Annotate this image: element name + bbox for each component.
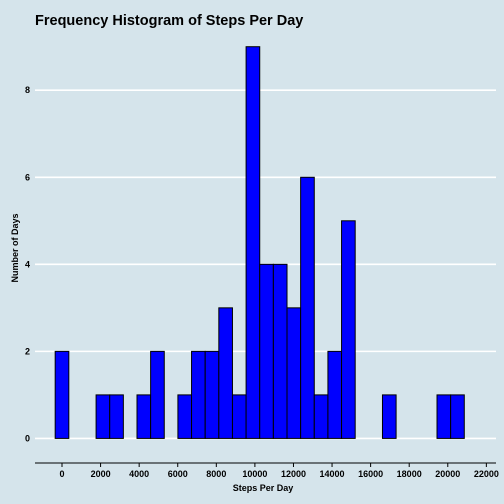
histogram-bar-13 xyxy=(231,394,247,439)
x-tick-label-10000: 10000 xyxy=(242,469,267,479)
histogram-bar-18 xyxy=(300,176,315,439)
histogram-bar-12 xyxy=(218,307,233,439)
y-tick-label-6: 6 xyxy=(25,172,30,182)
histogram-bar-21 xyxy=(341,220,356,439)
histogram-bar-0 xyxy=(54,350,70,439)
x-tick-label-8000: 8000 xyxy=(206,469,226,479)
chart-title: Frequency Histogram of Steps Per Day xyxy=(35,13,303,29)
histogram-bar-17 xyxy=(286,307,302,439)
histogram-bar-16 xyxy=(272,263,288,439)
y-tick-label-0: 0 xyxy=(25,433,30,443)
histogram-bar-15 xyxy=(259,263,274,439)
histogram-bars xyxy=(54,46,465,439)
histogram-bar-29 xyxy=(450,394,465,439)
histogram-bar-7 xyxy=(150,350,165,439)
x-tick-label-16000: 16000 xyxy=(358,469,383,479)
x-tick-label-14000: 14000 xyxy=(320,469,345,479)
y-axis-label: Number of Days xyxy=(10,213,20,282)
y-tick-label-4: 4 xyxy=(25,259,30,269)
histogram-bar-6 xyxy=(136,394,152,439)
x-tick-label-6000: 6000 xyxy=(168,469,188,479)
x-tick-label-4000: 4000 xyxy=(129,469,149,479)
histogram-bar-11 xyxy=(204,350,220,439)
histogram-bar-14 xyxy=(245,46,261,439)
x-axis: 0 2000 4000 6000 8000 10000 12000 14000 16000 180… xyxy=(35,462,499,479)
histogram-bar-10 xyxy=(191,350,206,439)
histogram-bar-28 xyxy=(436,394,452,439)
x-tick-label-22000: 22000 xyxy=(474,469,499,479)
histogram-bar-4 xyxy=(109,394,124,439)
histogram-bar-19 xyxy=(313,394,329,439)
y-tick-label-8: 8 xyxy=(25,85,30,95)
x-tick-label-12000: 12000 xyxy=(281,469,306,479)
histogram-bar-24 xyxy=(381,394,397,439)
histogram-bar-20 xyxy=(327,350,343,439)
x-tick-label-2000: 2000 xyxy=(91,469,111,479)
x-axis-label: Steps Per Day xyxy=(233,483,294,493)
y-tick-label-2: 2 xyxy=(25,346,30,356)
histogram-bar-9 xyxy=(177,394,193,439)
y-tick-labels: 0 2 4 6 8 xyxy=(25,85,30,443)
x-tick-label-18000: 18000 xyxy=(397,469,422,479)
x-tick-label-0: 0 xyxy=(59,469,64,479)
histogram-bar-3 xyxy=(95,394,111,439)
x-tick-label-20000: 20000 xyxy=(435,469,460,479)
